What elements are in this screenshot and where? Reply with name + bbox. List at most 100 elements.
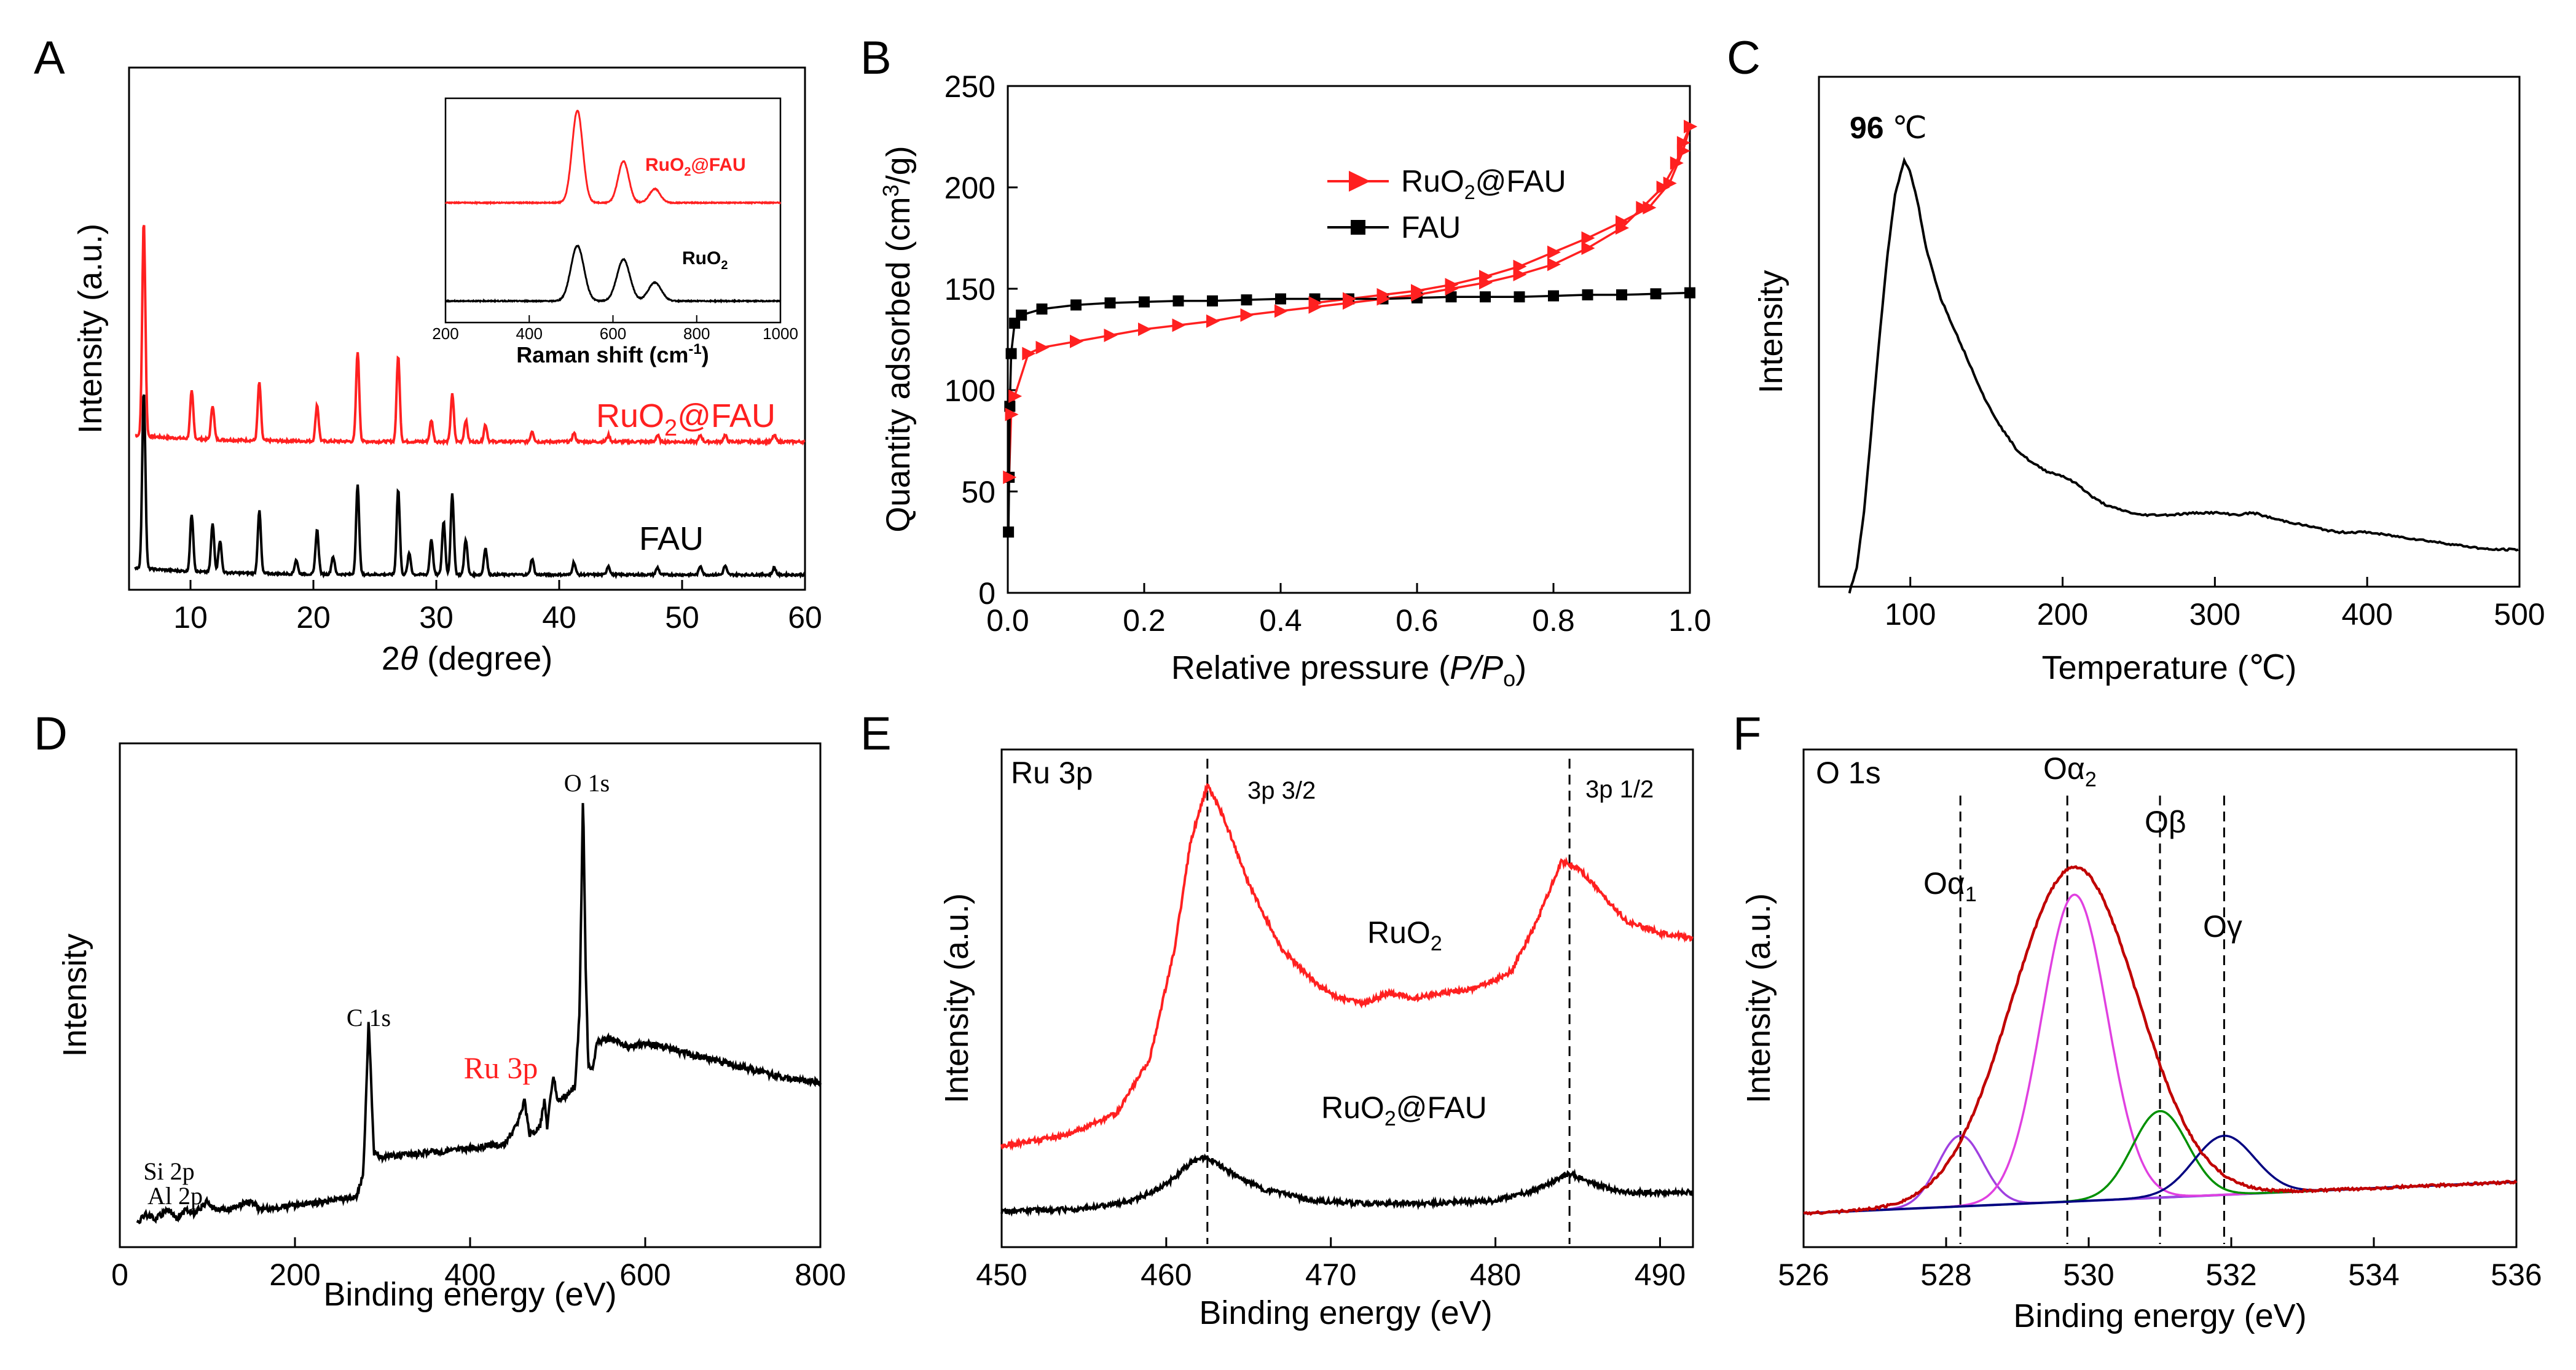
panel-b-marker-fau — [1650, 288, 1662, 300]
panel-b-marker-fau — [1016, 309, 1027, 321]
panel-e-xlabel: Binding energy (eV) — [1199, 1294, 1492, 1331]
panel-a-inset-line-ruo2-fau — [445, 109, 782, 206]
panel-b-marker-ruo2-fau — [1376, 288, 1391, 302]
panel-b-y-tick-label: 250 — [944, 69, 995, 104]
panel-b-marker-ruo2-fau — [1616, 215, 1629, 229]
panel-a-line-fau — [134, 394, 806, 579]
panel-a-frame — [128, 66, 806, 591]
panel-b-marker-ruo2-fau — [1663, 176, 1677, 190]
panel-a-inset-line-ruo2 — [445, 245, 782, 304]
panel-c-x-tick-label: 500 — [2494, 597, 2545, 632]
panel-b-legend-ruo2-fau: RuO2@FAU — [1401, 164, 1566, 203]
panel-f-label-o-gamma: Oγ — [2203, 909, 2242, 944]
panel-a-ylabel: Intensity (a.u.) — [72, 224, 109, 434]
panel-b-marker-fau — [1036, 303, 1048, 315]
panel-e-ylabel: Intensity (a.u.) — [938, 893, 975, 1103]
panel-f-x-tick-label: 528 — [1920, 1258, 1971, 1292]
panel-b-y-tick-label: 150 — [944, 272, 995, 307]
panel-a-x-tick-label: 60 — [788, 600, 822, 635]
panel-d-label-al2p: Al 2p — [147, 1182, 203, 1210]
panel-a-legend-fau: FAU — [639, 520, 704, 557]
panel-f-xlabel: Binding energy (eV) — [2013, 1298, 2306, 1334]
panel-b-marker-ruo2-fau — [1656, 181, 1670, 194]
panel-b-marker-ruo2-fau — [1636, 201, 1650, 214]
panel-b-marker-ruo2-fau — [1684, 120, 1697, 133]
panel-c-line — [1848, 157, 2519, 594]
panel-b-letter: B — [860, 32, 892, 84]
panel-c-xlabel: Temperature (℃) — [2042, 649, 2297, 686]
panel-b-marker-ruo2-fau — [1240, 308, 1254, 322]
panel-d-label-ru3p: Ru 3p — [464, 1051, 538, 1085]
panel-e-peak-label-3p32: 3p 3/2 — [1247, 777, 1316, 804]
panel-d-x-tick-label: 0 — [111, 1258, 128, 1292]
panel-f-label-o-alpha-2: Oα2 — [2043, 751, 2097, 791]
legend-marker-square — [1351, 220, 1365, 235]
panel-b-x-tick-label: 0.4 — [1259, 603, 1302, 638]
panel-b-frame — [1007, 85, 1691, 594]
panel-b-marker-fau — [1207, 295, 1218, 307]
panel-e-line-ruo2-fau — [1000, 1153, 1694, 1218]
panel-f-label-o-beta: Oβ — [2145, 805, 2186, 839]
panel-a-letter: A — [34, 32, 65, 84]
panel-a-x-tick-label: 20 — [296, 600, 331, 635]
panel-b-marker-ruo2-fau — [1643, 201, 1657, 214]
panel-e-frame — [1000, 748, 1694, 1248]
panel-c-frame — [1818, 76, 2521, 588]
panel-a-inset: 200 400 600 800 1000 RuO2@FAU RuO2 Raman shi… — [432, 97, 798, 367]
panel-a-x-tick-label: 50 — [665, 600, 699, 635]
panel-b-legend-fau: FAU — [1401, 210, 1461, 245]
panel-c: C 100 200 300 400 500 96 ℃ Temperature (℃) I… — [1727, 32, 2545, 686]
panel-f-ylabel: Intensity (a.u.) — [1740, 893, 1777, 1103]
panel-b-marker-ruo2-fau — [1035, 340, 1050, 354]
panel-b-x-tick-label: 0.2 — [1123, 603, 1166, 638]
panel-b-marker-ruo2-fau — [1104, 328, 1118, 342]
panel-b-ylabel: Quantity adsorbed (cm3/g) — [878, 146, 917, 532]
panel-c-x-tick-label: 400 — [2341, 597, 2392, 632]
panel-d-label-o1s: O 1s — [564, 769, 610, 797]
panel-a: A 10 20 30 40 50 60 2θ (degree) Intensity (a.… — [34, 32, 822, 677]
panel-b-marker-fau — [1241, 294, 1252, 306]
panel-b-marker-fau — [1139, 296, 1150, 308]
panel-b-marker-fau — [1514, 291, 1525, 303]
panel-a-inset-tick-label: 400 — [516, 324, 543, 343]
panel-a-inset-tick-label: 800 — [683, 324, 710, 343]
panel-a-x-tick-label: 30 — [419, 600, 454, 635]
panel-b-y-tick-label: 200 — [944, 171, 995, 205]
panel-b-legend: RuO2@FAU FAU — [1327, 164, 1566, 245]
panel-b-marker-ruo2-fau — [1172, 318, 1186, 332]
panel-b-y-tick-label: 100 — [944, 374, 995, 408]
panel-f-envelope — [1803, 865, 2518, 1216]
panel-a-inset-x-ticks: 200 400 600 800 1000 — [432, 315, 798, 343]
panel-b-marker-fau — [1275, 293, 1286, 305]
panel-e: E 450 460 470 480 490 Ru 3p 3p 3/2 3p 1/2 Ru… — [860, 708, 1694, 1331]
panel-d-frame — [119, 742, 822, 1248]
panel-f-corner-label: O 1s — [1816, 756, 1881, 790]
panel-e-label-ruo2: RuO2 — [1367, 915, 1442, 955]
legend-marker-triangle — [1349, 171, 1370, 192]
panel-f-label-o-alpha-1: Oα1 — [1923, 866, 1977, 906]
panel-b-x-tick-label: 1.0 — [1668, 603, 1711, 638]
panel-f-x-ticks: 526 528 530 532 534 536 — [1778, 1237, 2542, 1292]
panel-b-x-tick-label: 0.0 — [986, 603, 1029, 638]
panel-d-x-tick-label: 800 — [795, 1258, 846, 1292]
panel-b-marker-fau — [1104, 297, 1116, 309]
panel-c-x-ticks: 100 200 300 400 500 — [1885, 577, 2545, 632]
panel-b-marker-fau — [1070, 299, 1082, 311]
panel-d-xlabel: Binding energy (eV) — [323, 1276, 616, 1313]
panel-d-label-si2p: Si 2p — [143, 1157, 194, 1185]
panel-b-y-tick-label: 0 — [978, 576, 995, 611]
panel-b-marker-ruo2-fau — [1581, 231, 1595, 245]
panel-b-marker-fau — [1172, 295, 1184, 307]
panel-d: D 0 200 400 600 800 O 1s C 1s Ru 3p Si 2p Al… — [34, 708, 846, 1313]
panel-a-inset-xlabel: Raman shift (cm-1) — [516, 341, 709, 367]
panel-c-peak-annotation: 96 ℃ — [1850, 111, 1927, 145]
panel-e-peak-label-3p12: 3p 1/2 — [1585, 776, 1654, 803]
panel-a-inset-label-ruo2: RuO2 — [682, 248, 728, 272]
panel-e-corner-label: Ru 3p — [1011, 756, 1093, 790]
panel-d-line — [136, 803, 822, 1224]
panel-b-marker-ruo2-fau — [1070, 334, 1083, 348]
panel-a-inset-tick-label: 600 — [600, 324, 626, 343]
panel-b-line-ruo2-fau-desorption — [1314, 126, 1691, 304]
panel-b-marker-ruo2-fau — [1343, 292, 1356, 306]
